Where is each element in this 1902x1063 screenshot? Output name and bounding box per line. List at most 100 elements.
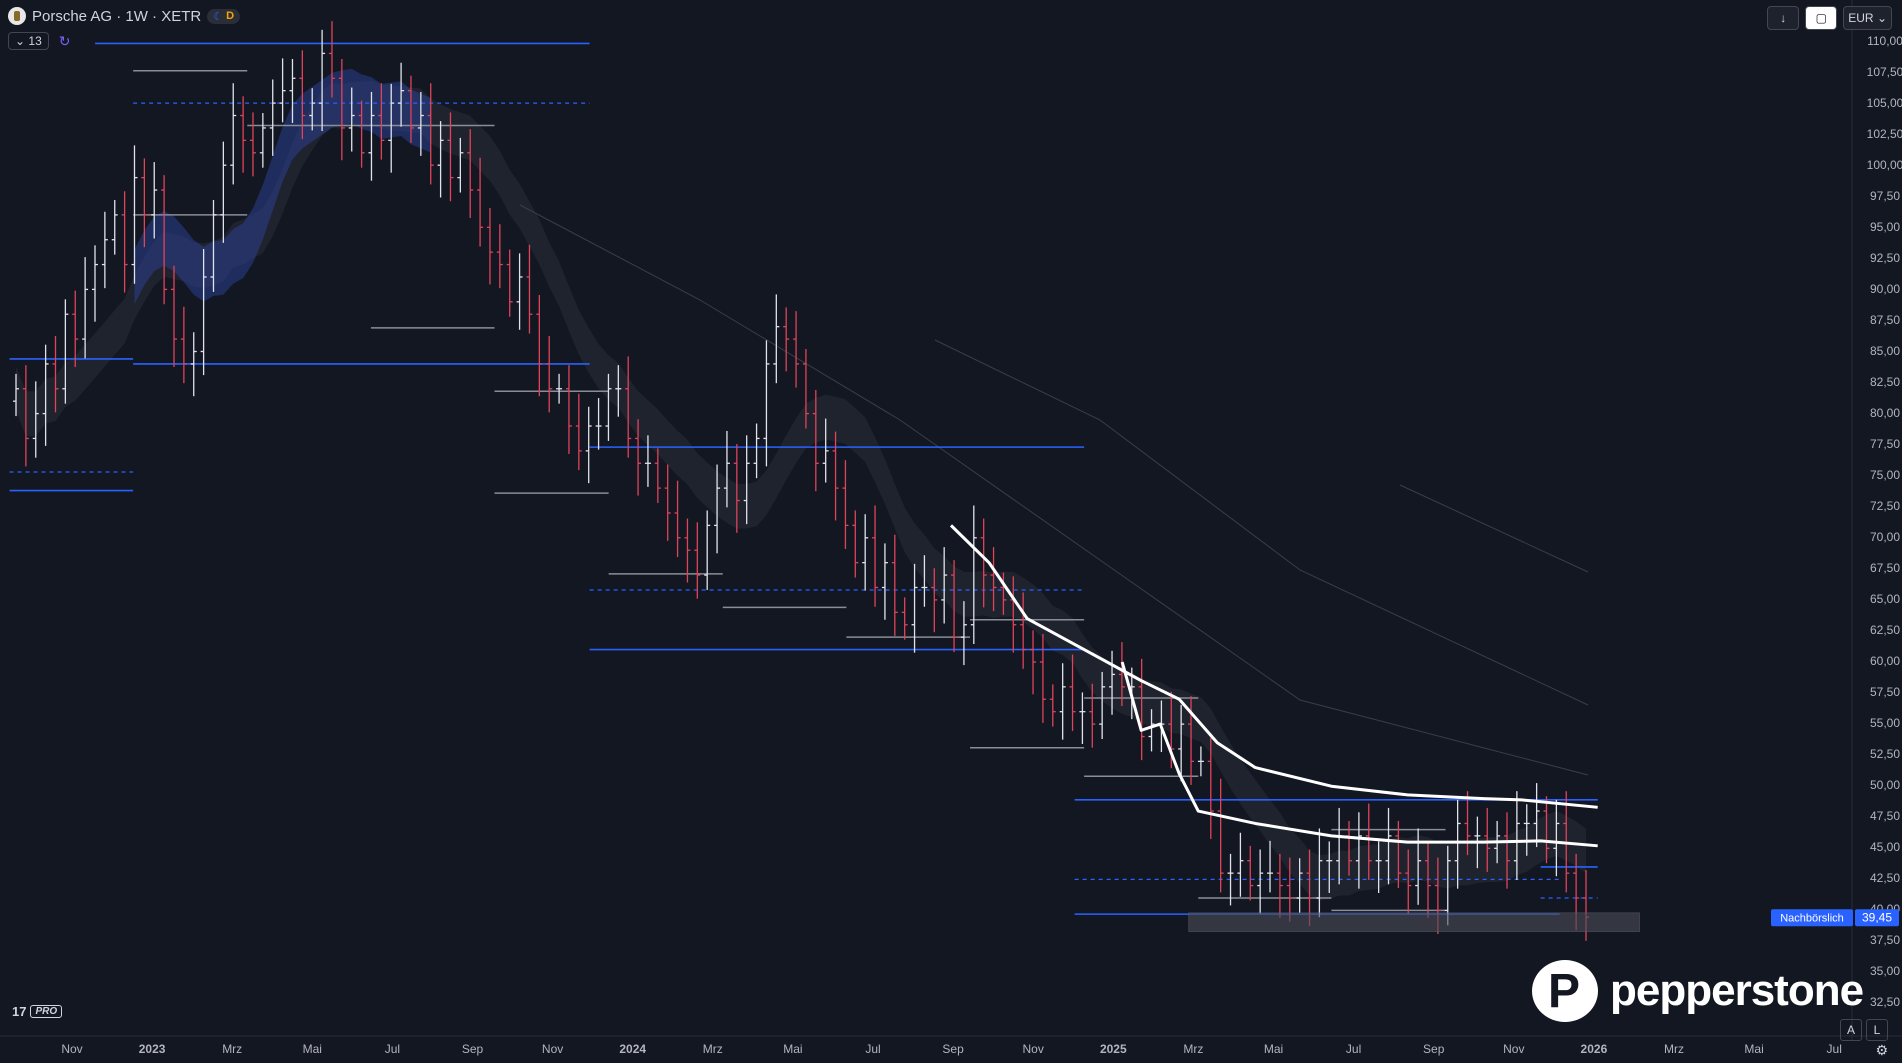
up-candle bbox=[822, 418, 829, 483]
auto-scale-button[interactable]: A bbox=[1840, 1019, 1862, 1041]
down-candle bbox=[575, 393, 582, 471]
up-candle bbox=[437, 121, 444, 198]
down-candle bbox=[1405, 849, 1412, 914]
up-candle bbox=[289, 59, 296, 123]
fast-ma-line bbox=[949, 524, 1598, 809]
down-candle bbox=[674, 480, 681, 558]
up-candle bbox=[101, 211, 108, 289]
trend-line bbox=[1399, 484, 1589, 573]
up-candle bbox=[259, 113, 266, 168]
gear-icon[interactable]: ⚙ bbox=[1875, 1042, 1888, 1058]
down-candle bbox=[358, 100, 365, 168]
up-candle bbox=[1178, 704, 1185, 782]
x-tick-label: Sep bbox=[942, 1042, 964, 1056]
y-tick-label: 57,50 bbox=[1870, 685, 1900, 699]
down-candle bbox=[299, 50, 306, 140]
down-candle bbox=[793, 311, 800, 388]
up-candle bbox=[368, 91, 375, 181]
y-tick-label: 52,50 bbox=[1870, 747, 1900, 761]
up-candle bbox=[1444, 845, 1451, 926]
y-tick-label: 42,50 bbox=[1870, 871, 1900, 885]
up-candle bbox=[1385, 807, 1392, 885]
up-candle bbox=[1109, 650, 1116, 715]
up-candle bbox=[605, 373, 612, 441]
delayed-badge: D bbox=[226, 10, 235, 22]
bull-cloud bbox=[134, 68, 431, 305]
up-candle bbox=[941, 547, 948, 624]
tradingview-logo: 17 PRO bbox=[12, 1004, 63, 1019]
moon-icon: ☾ bbox=[213, 10, 224, 23]
up-candle bbox=[911, 563, 918, 653]
up-candle bbox=[960, 601, 967, 666]
down-candle bbox=[1030, 630, 1037, 695]
down-candle bbox=[684, 518, 691, 583]
last-price-badge bbox=[1855, 909, 1899, 927]
down-candle bbox=[694, 522, 701, 599]
up-candle bbox=[556, 373, 563, 404]
y-tick-label: 75,00 bbox=[1870, 468, 1900, 482]
down-candle bbox=[249, 112, 256, 177]
fullscreen-icon[interactable]: ▢ bbox=[1805, 6, 1838, 30]
indicator-toggle-button[interactable]: ⌄ 13 bbox=[8, 32, 49, 50]
up-candle bbox=[417, 91, 424, 156]
up-candle bbox=[881, 543, 888, 620]
currency-select[interactable]: EUR ⌄ bbox=[1843, 6, 1892, 30]
arrow-down-icon[interactable]: ↓ bbox=[1767, 6, 1800, 30]
consolidation-box bbox=[1188, 912, 1641, 933]
down-candle bbox=[783, 307, 790, 372]
down-candle bbox=[121, 191, 128, 293]
y-tick-label: 32,50 bbox=[1870, 995, 1900, 1009]
up-candle bbox=[1059, 663, 1066, 740]
pepperstone-logo-icon bbox=[1532, 960, 1598, 1022]
up-candle bbox=[773, 294, 780, 384]
scale-buttons: A L bbox=[1840, 1019, 1888, 1041]
consolidation-rect bbox=[1188, 912, 1641, 933]
x-tick-label: Mrz bbox=[1183, 1042, 1203, 1056]
last-price-value: 39,45 bbox=[1862, 911, 1892, 925]
y-tick-label: 100,00 bbox=[1867, 158, 1902, 172]
log-scale-button[interactable]: L bbox=[1866, 1019, 1888, 1041]
x-tick-label: 2025 bbox=[1100, 1042, 1127, 1056]
tv-mark-icon: 17 bbox=[12, 1004, 27, 1019]
symbol-title[interactable]: Porsche AG · 1W · XETR bbox=[32, 7, 202, 25]
down-candle bbox=[427, 83, 434, 185]
down-candle bbox=[1276, 853, 1283, 918]
up-candle bbox=[763, 340, 770, 467]
up-candle bbox=[220, 141, 227, 243]
down-candle bbox=[1543, 796, 1550, 864]
up-candle bbox=[398, 62, 405, 127]
x-tick-label: Mai bbox=[1264, 1042, 1283, 1056]
top-right-toolbar: ↓ ▢ EUR ⌄ bbox=[1767, 6, 1892, 30]
chart-header: Porsche AG · 1W · XETR ☾ D bbox=[8, 6, 241, 26]
porsche-logo-icon bbox=[8, 7, 26, 25]
down-candle bbox=[842, 460, 849, 549]
price-axis: 110,00 107,50 105,00 102,50 100,00 97,50 95,00… bbox=[1851, 0, 1902, 1040]
up-candle bbox=[32, 381, 39, 458]
after-hours-label: Nachbörslich bbox=[1780, 913, 1844, 925]
up-candle bbox=[1513, 791, 1520, 880]
y-tick-label: 80,00 bbox=[1870, 406, 1900, 420]
up-candle bbox=[1148, 709, 1155, 752]
cloud-band bbox=[16, 68, 1589, 901]
down-candle bbox=[625, 356, 632, 458]
up-candle bbox=[615, 365, 622, 417]
down-candle bbox=[654, 448, 661, 504]
up-candle bbox=[1533, 783, 1540, 848]
y-tick-label: 37,50 bbox=[1870, 933, 1900, 947]
y-tick-label: 87,50 bbox=[1870, 313, 1900, 327]
up-candle bbox=[862, 514, 869, 591]
up-candle bbox=[131, 145, 138, 284]
y-tick-label: 60,00 bbox=[1870, 654, 1900, 668]
sync-icon[interactable]: ↻ bbox=[58, 32, 71, 49]
down-candle bbox=[1286, 857, 1293, 922]
up-candle bbox=[1553, 799, 1560, 877]
down-candle bbox=[1138, 658, 1145, 761]
y-tick-label: 35,00 bbox=[1870, 964, 1900, 978]
session-badge[interactable]: ☾ D bbox=[207, 8, 241, 24]
y-tick-label: 105,00 bbox=[1867, 96, 1902, 110]
up-candle bbox=[1099, 671, 1106, 740]
up-candle bbox=[595, 398, 602, 450]
y-tick-label: 85,00 bbox=[1870, 344, 1900, 358]
up-candle bbox=[230, 83, 237, 185]
